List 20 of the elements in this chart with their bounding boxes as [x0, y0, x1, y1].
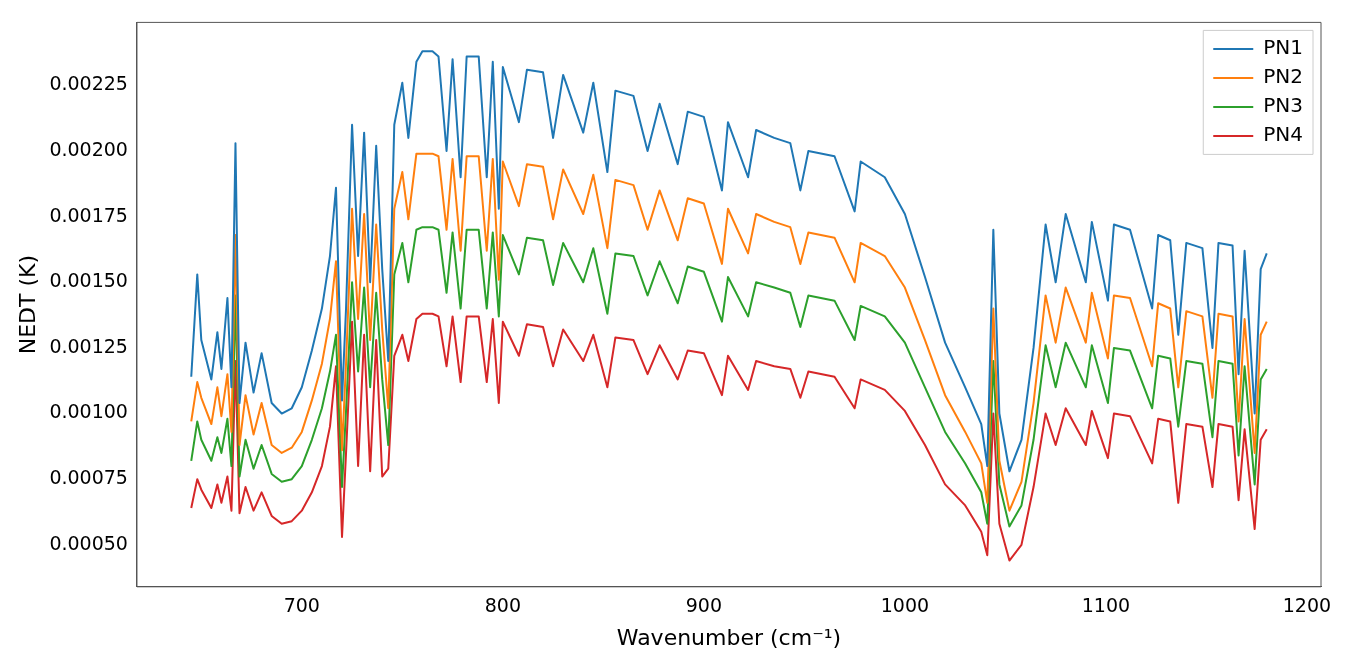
y-tick-label: 0.00200	[49, 137, 128, 160]
y-tick-label: 0.00125	[49, 334, 128, 357]
y-tick-label: 0.00150	[49, 269, 128, 292]
legend-label: PN1	[1263, 35, 1303, 60]
y-axis-title: NEDT (K)	[14, 254, 40, 355]
x-tick-label: 900	[685, 594, 722, 617]
y-tick-label: 0.00050	[49, 531, 128, 554]
x-tick-label: 1200	[1282, 594, 1332, 617]
y-tick-label: 0.00175	[49, 203, 128, 226]
y-tick-label: 0.00225	[49, 72, 128, 95]
legend-label: PN4	[1263, 122, 1303, 147]
x-axis-title: Wavenumber (cm⁻¹)	[616, 624, 842, 650]
legend-label: PN2	[1263, 64, 1303, 89]
y-tick-label: 0.00075	[49, 466, 128, 489]
x-tick-label: 1100	[1081, 594, 1131, 617]
legend-label: PN3	[1263, 93, 1303, 118]
x-tick-label: 800	[484, 594, 521, 617]
x-tick-label: 700	[283, 594, 320, 617]
y-tick-label: 0.00100	[49, 400, 128, 423]
x-tick-label: 1000	[880, 594, 930, 617]
